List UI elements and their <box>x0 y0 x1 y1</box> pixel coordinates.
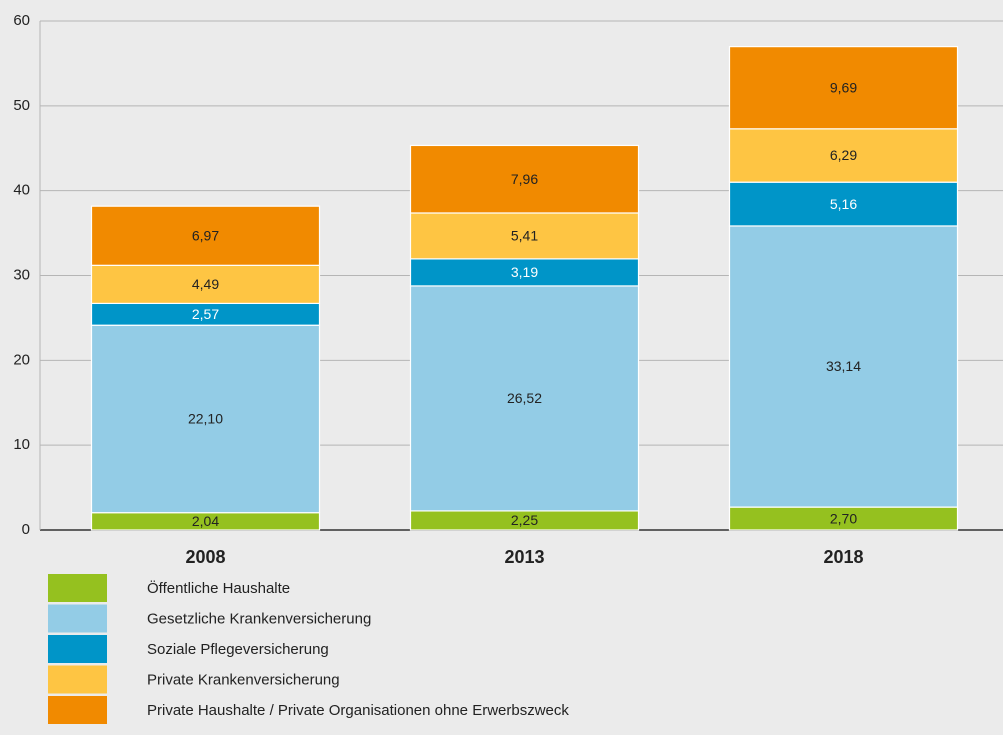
legend-label: Soziale Pflegeversicherung <box>147 641 329 658</box>
y-tick-label: 40 <box>13 182 30 199</box>
value-label: 22,10 <box>188 411 223 427</box>
value-label: 26,52 <box>507 390 542 406</box>
bar-segment <box>409 212 640 260</box>
value-label: 5,16 <box>830 196 857 212</box>
x-tick-label: 2008 <box>185 547 225 567</box>
legend-label: Öffentliche Haushalte <box>147 579 290 597</box>
x-tick-label: 2018 <box>823 547 863 567</box>
y-tick-label: 30 <box>13 266 30 283</box>
legend-swatch <box>48 574 107 602</box>
y-tick-label: 60 <box>13 12 30 29</box>
y-tick-label: 10 <box>13 436 30 453</box>
bar-segment <box>409 144 640 214</box>
value-label: 2,04 <box>192 513 219 529</box>
value-label: 5,41 <box>511 228 538 244</box>
bar-segment <box>728 128 959 183</box>
bar-segment <box>90 264 321 305</box>
value-label: 6,97 <box>192 227 219 243</box>
bar-segment <box>728 225 959 508</box>
value-label: 7,96 <box>511 171 538 187</box>
value-label: 33,14 <box>826 358 861 374</box>
y-tick-label: 20 <box>13 351 30 368</box>
value-label: 4,49 <box>192 276 219 292</box>
value-label: 6,29 <box>830 147 857 163</box>
legend-swatch <box>48 604 107 633</box>
x-tick-label: 2013 <box>504 547 544 567</box>
y-tick-label: 0 <box>22 521 30 538</box>
value-label: 3,19 <box>511 264 538 280</box>
bar-segment <box>409 258 640 287</box>
legend-swatch <box>48 635 107 663</box>
legend-swatch <box>48 696 107 724</box>
value-label: 9,69 <box>830 79 857 95</box>
bar-segment <box>728 46 959 130</box>
legend-swatch <box>48 665 107 694</box>
bar-segment <box>409 285 640 512</box>
legend-label: Private Haushalte / Private Organisation… <box>147 702 569 719</box>
bar-segment <box>728 181 959 227</box>
value-label: 2,25 <box>511 512 538 528</box>
value-label: 2,70 <box>830 510 857 526</box>
y-tick-label: 50 <box>13 97 30 114</box>
legend-label: Gesetzliche Krankenversicherung <box>147 610 371 627</box>
bar-segment <box>90 205 321 266</box>
bar-segment <box>90 324 321 514</box>
value-label: 2,57 <box>192 306 219 322</box>
legend-label: Private Krankenversicherung <box>147 671 340 688</box>
